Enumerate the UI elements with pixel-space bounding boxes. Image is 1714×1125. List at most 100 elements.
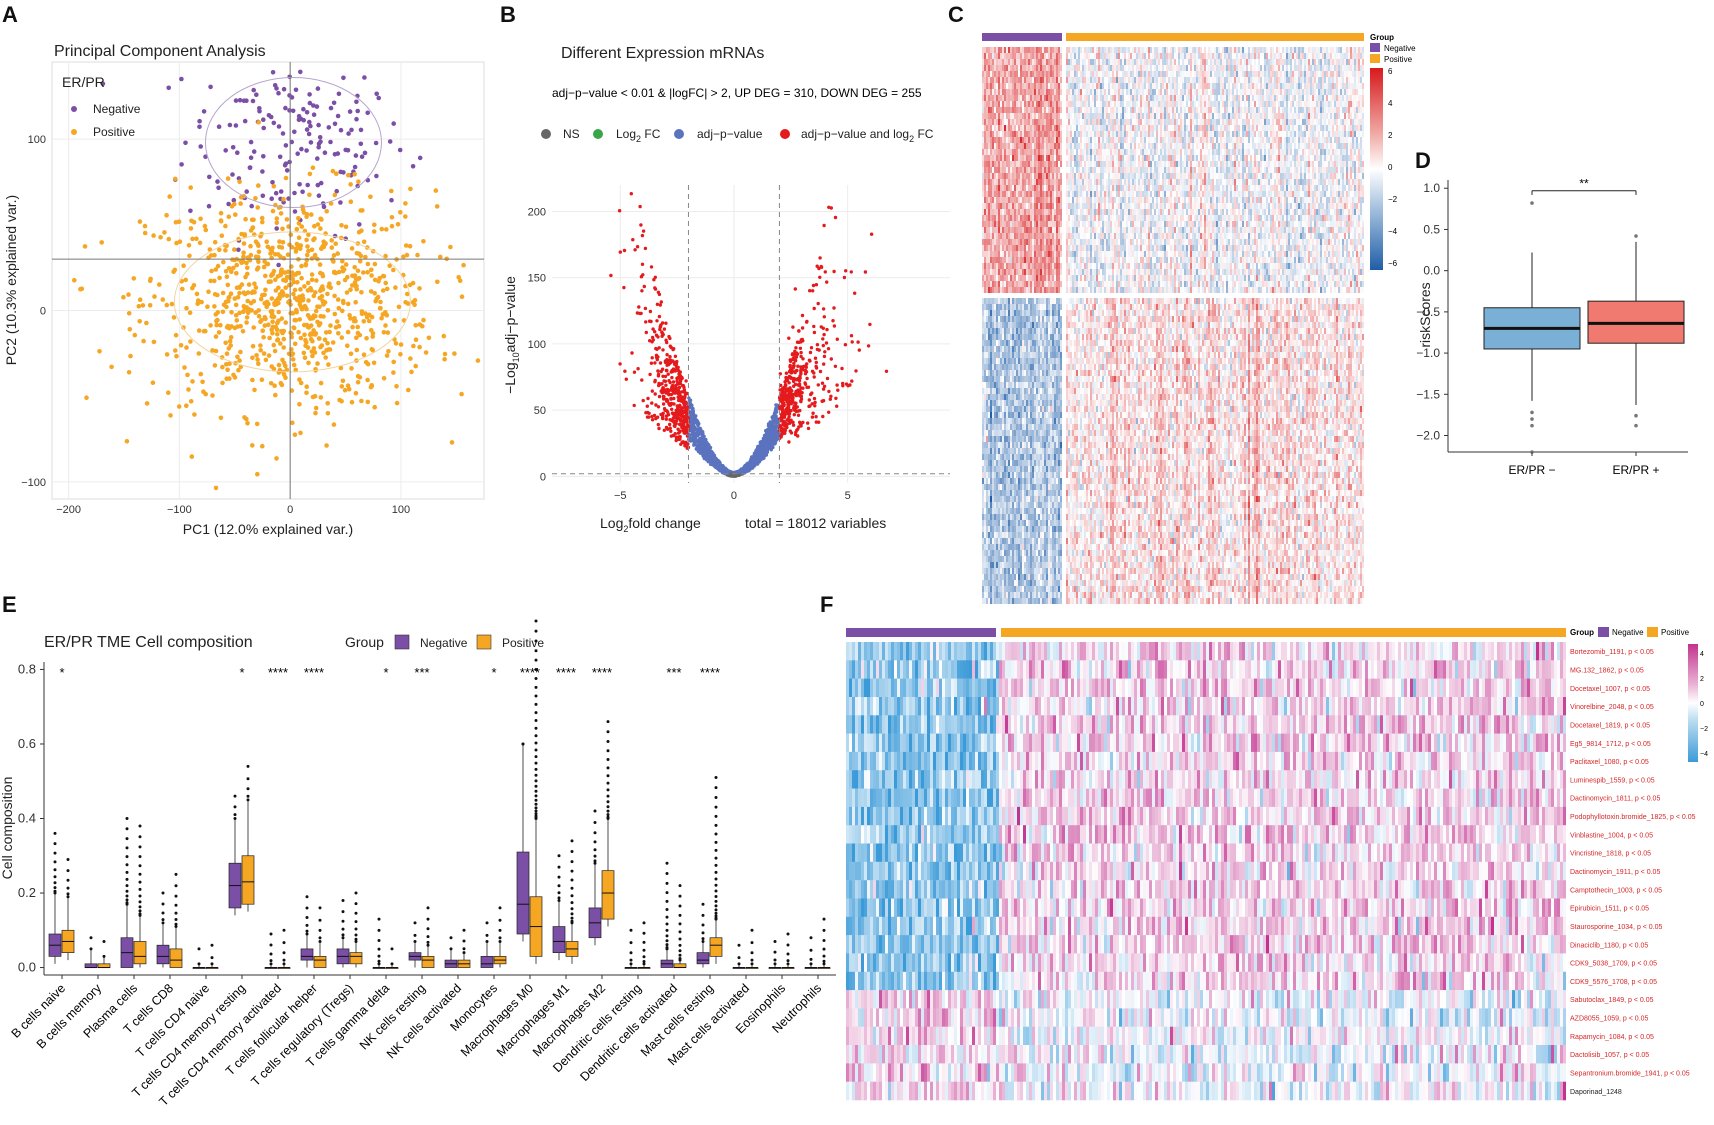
pca-point-positive [260,377,265,382]
pca-point-negative [295,151,300,156]
pca-point-positive [186,387,191,392]
pca-point-positive [210,393,215,398]
pca-point-negative [305,183,310,188]
pca-point-positive [313,394,318,399]
pca-point-negative [269,196,274,201]
pca-point-positive [334,171,339,176]
volcano-legend-both: adj−p−value and log2 FC [801,127,934,144]
pca-point-positive [340,384,345,389]
pca-point-negative [376,96,381,101]
pca-point-positive [442,357,447,362]
pca-point-positive [315,320,320,325]
pca-point-positive [394,384,399,389]
pca-point-negative [283,106,288,111]
pca-point-positive [185,373,190,378]
volcano-point [650,265,653,268]
pca-point-positive [381,288,386,293]
pca-point-positive [226,176,231,181]
pca-point-negative [327,125,332,130]
pca-point-positive [362,240,367,245]
pca-point-positive [395,401,400,406]
pca-point-positive [209,269,214,274]
pca-point-positive [368,195,373,200]
pca-point-negative [360,154,365,159]
pca-point-positive [262,351,267,356]
pca-point-positive [335,319,340,324]
pca-point-positive [344,225,349,230]
pca-point-positive [259,318,264,323]
pca-point-negative [261,194,266,199]
pca-point-positive [250,291,255,296]
pca-point-positive [227,214,232,219]
pca-point-positive [336,297,341,302]
volcano-point [811,289,814,292]
pca-point-positive [241,250,246,255]
pca-point-positive [223,341,228,346]
pca-point-positive [328,285,333,290]
pca-point-positive [350,246,355,251]
pca-point-positive [414,337,419,342]
pca-y-tick-label: 0 [40,305,46,317]
pca-point-positive [306,233,311,238]
pca-point-negative [249,204,254,209]
pca-point-positive [339,223,344,228]
pca-point-positive [257,314,262,319]
pca-point-positive [303,338,308,343]
pca-point-positive [337,270,342,275]
pca-point-negative [293,209,298,214]
pca-point-positive [390,215,395,220]
pca-point-positive [271,325,276,330]
pca-point-negative [354,100,359,105]
pca-point-negative [317,193,322,198]
pca-point-positive [310,354,315,359]
pca-point-positive [296,216,301,221]
pca-point-positive [143,231,148,236]
pca-x-tick-label: 0 [287,504,293,516]
pca-point-positive [229,291,234,296]
pca-point-positive [326,308,331,313]
pca-point-positive [270,319,275,324]
pca-point-positive [413,298,418,303]
pca-point-positive [318,345,323,350]
volcano-legend-both-dot [780,129,790,139]
pca-point-positive [308,286,313,291]
pca-point-positive [297,317,302,322]
pca-point-positive [353,280,358,285]
pca-point-negative [188,209,193,214]
pca-point-positive [358,333,363,338]
pca-point-positive [260,220,265,225]
pca-point-positive [274,456,279,461]
pca-point-positive [247,282,252,287]
pca-point-positive [339,399,344,404]
pca-point-negative [374,141,379,146]
pca-point-positive [137,319,142,324]
pca-point-positive [237,180,242,185]
pca-point-negative [243,119,248,124]
pca-point-positive [304,263,309,268]
pca-point-positive [231,373,236,378]
pca-point-positive [181,263,186,268]
pca-point-negative [297,114,302,119]
pca-point-positive [174,333,179,338]
pca-point-positive [321,302,326,307]
pca-point-negative [411,164,416,169]
pca-point-negative [276,91,281,96]
pca-point-positive [346,330,351,335]
pca-point-positive [184,345,189,350]
volcano-subtitle: adj−p−value < 0.01 & |logFC| > 2, UP DEG… [552,86,922,100]
pca-y-label: PC2 (10.3% explained var.) [3,195,19,365]
volcano-legend-fc-dot [593,129,603,139]
pca-point-positive [262,265,267,270]
pca-point-negative [318,135,323,140]
pca-point-positive [174,354,179,359]
pca-point-negative [299,147,304,152]
pca-point-negative [316,86,321,91]
pca-point-positive [127,311,132,316]
pca-point-positive [373,262,378,267]
pca-point-positive [358,259,363,264]
pca-point-positive [393,285,398,290]
pca-point-positive [225,351,230,356]
pca-point-negative [257,109,262,114]
pca-point-positive [234,271,239,276]
pca-point-positive [373,278,378,283]
